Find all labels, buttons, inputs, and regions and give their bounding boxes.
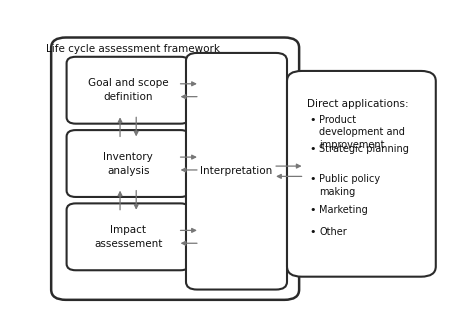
Text: •: • [310,205,316,215]
Text: Other: Other [319,226,347,236]
FancyBboxPatch shape [51,37,299,300]
Text: •: • [310,174,316,184]
FancyBboxPatch shape [66,130,190,197]
Text: Public policy
making: Public policy making [319,174,381,197]
FancyBboxPatch shape [186,53,287,290]
Text: •: • [310,144,316,154]
Text: Strategic planning: Strategic planning [319,144,409,154]
Text: Impact
assessement: Impact assessement [94,225,162,249]
Text: Inventory
analysis: Inventory analysis [103,152,153,176]
FancyBboxPatch shape [287,71,436,277]
Text: Direct applications:: Direct applications: [307,99,409,109]
FancyBboxPatch shape [66,57,190,124]
Text: •: • [310,226,316,236]
Text: •: • [310,115,316,125]
Text: Life cycle assessment framework: Life cycle assessment framework [46,44,220,54]
Text: Product
development and
improvement: Product development and improvement [319,115,405,150]
Text: Interpretation: Interpretation [201,166,273,176]
FancyBboxPatch shape [66,203,190,270]
Text: Goal and scope
definition: Goal and scope definition [88,78,168,102]
Text: Marketing: Marketing [319,205,368,215]
